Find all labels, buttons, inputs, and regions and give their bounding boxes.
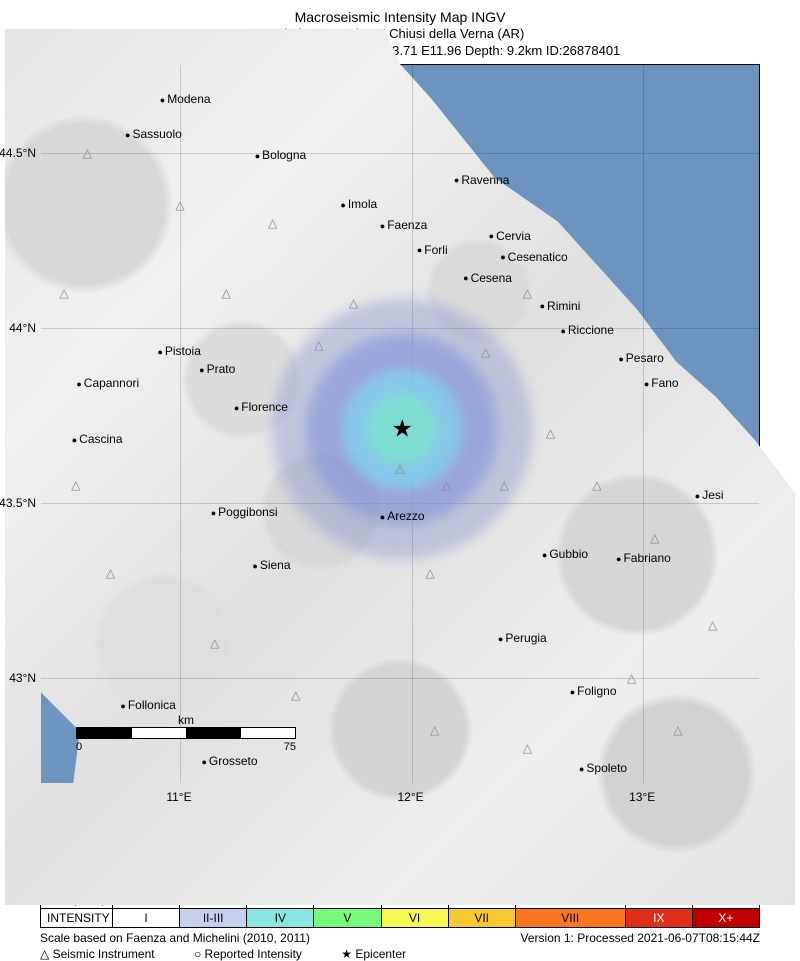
city-label: Foligno <box>570 684 617 698</box>
city-label: Fano <box>644 376 679 390</box>
seismic-station: △ <box>592 478 601 492</box>
seismic-station: △ <box>395 461 404 475</box>
gridline-lon <box>643 65 644 783</box>
epicenter-star: ★ <box>392 415 414 444</box>
scale-note: Scale based on Faenza and Michelini (201… <box>40 931 310 945</box>
seismic-station: △ <box>500 478 509 492</box>
legend-cell: VII <box>448 908 515 927</box>
axis-label-lon: 11°E <box>166 790 191 804</box>
city-label: Cesena <box>463 271 512 285</box>
city-label: Florence <box>234 400 288 414</box>
sym-seismic: △ Seismic Instrument <box>40 947 173 961</box>
seismic-station: △ <box>268 216 277 230</box>
city-label: Riccione <box>560 323 613 337</box>
legend-cell: X+ <box>692 908 759 927</box>
city-label: Perugia <box>498 631 547 645</box>
legend-cell: II-III <box>180 908 247 927</box>
scalebar-tick-0: 0 <box>76 741 82 753</box>
legend-cell: VI <box>381 908 448 927</box>
city-label: Ravenna <box>454 173 509 187</box>
sym-epicenter: ★ Epicenter <box>341 947 424 961</box>
axis-label-lat: 43°N <box>0 671 36 685</box>
gridline-lat <box>41 678 759 679</box>
axis-label-lon: 12°E <box>398 790 424 804</box>
city-label: Bologna <box>255 148 306 162</box>
map-title: Macroseismic Intensity Map INGV <box>0 8 800 26</box>
gridline-lat <box>41 153 759 154</box>
legend-cell: I <box>113 908 180 927</box>
city-label: Rimini <box>540 299 581 313</box>
scalebar-tick-2: 75 <box>284 741 296 753</box>
city-label: Grosseto <box>201 754 257 768</box>
city-label: Gubbio <box>542 547 588 561</box>
city-label: Cesenatico <box>500 250 567 264</box>
scale-bar: km 0 75 <box>76 713 296 753</box>
seismic-station: △ <box>314 338 323 352</box>
seismic-station: △ <box>222 286 231 300</box>
seismic-station: △ <box>291 688 300 702</box>
city-label: Forli <box>417 243 448 257</box>
city-label: Follonica <box>120 698 175 712</box>
seismic-station: △ <box>650 531 659 545</box>
gridline-lon <box>180 65 181 783</box>
seismic-station: △ <box>210 636 219 650</box>
axis-label-lat: 44.5°N <box>0 146 36 160</box>
legend-symbols: △ Seismic Instrument ○ Reported Intensit… <box>40 947 760 961</box>
sym-reported: ○ Reported Intensity <box>194 947 320 961</box>
seismic-station: △ <box>546 426 555 440</box>
seismic-station: △ <box>442 478 451 492</box>
seismic-station: △ <box>673 723 682 737</box>
city-label: Sassuolo <box>125 127 182 141</box>
city-label: Siena <box>252 558 290 572</box>
city-label: Prato <box>199 362 235 376</box>
legend-cell: IV <box>247 908 314 927</box>
seismic-station: △ <box>71 478 80 492</box>
seismic-station: △ <box>430 723 439 737</box>
city-label: Pesaro <box>618 351 663 365</box>
city-label: Arezzo <box>380 509 425 523</box>
seismic-station: △ <box>349 296 358 310</box>
city-label: Fabriano <box>616 551 671 565</box>
seismic-station: △ <box>83 146 92 160</box>
city-label: Cascina <box>72 432 123 446</box>
city-label: Pistoia <box>157 344 200 358</box>
gridline-lat <box>41 328 759 329</box>
city-label: Capannori <box>76 376 139 390</box>
axis-label-lon: 13°E <box>629 790 655 804</box>
city-label: Faenza <box>380 218 427 232</box>
scalebar-unit: km <box>76 713 296 727</box>
axis-label-lat: 43.5°N <box>0 496 36 510</box>
city-label: Imola <box>340 197 377 211</box>
axis-label-lat: 44°N <box>0 321 36 335</box>
city-label: Cervia <box>489 229 531 243</box>
seismic-station: △ <box>106 566 115 580</box>
map-area: △ △ △ △ △ △ △ △ △ △ △ △ △ △ △ △ △ △ △ △ △ △ △ △ △ Modena Sassuolo… <box>40 64 760 784</box>
version-text: Version 1: Processed 2021-06-07T08:15:44… <box>521 931 760 945</box>
legend-cell: V <box>314 908 381 927</box>
legend-cell: VIII <box>515 908 625 927</box>
city-label: Spoleto <box>579 761 627 775</box>
seismic-station: △ <box>523 741 532 755</box>
city-label: Modena <box>160 92 211 106</box>
seismic-station: △ <box>708 618 717 632</box>
seismic-station: △ <box>60 286 69 300</box>
seismic-station: △ <box>523 286 532 300</box>
seismic-station: △ <box>175 198 184 212</box>
legend-row-header: INTENSITY <box>41 908 113 927</box>
seismic-station: △ <box>425 566 434 580</box>
legend-cell: IX <box>625 908 692 927</box>
city-label: Poggibonsi <box>211 505 278 519</box>
seismic-station: △ <box>627 671 636 685</box>
gridline-lat <box>41 503 759 504</box>
city-label: Jesi <box>695 488 724 502</box>
seismic-station: △ <box>481 345 490 359</box>
